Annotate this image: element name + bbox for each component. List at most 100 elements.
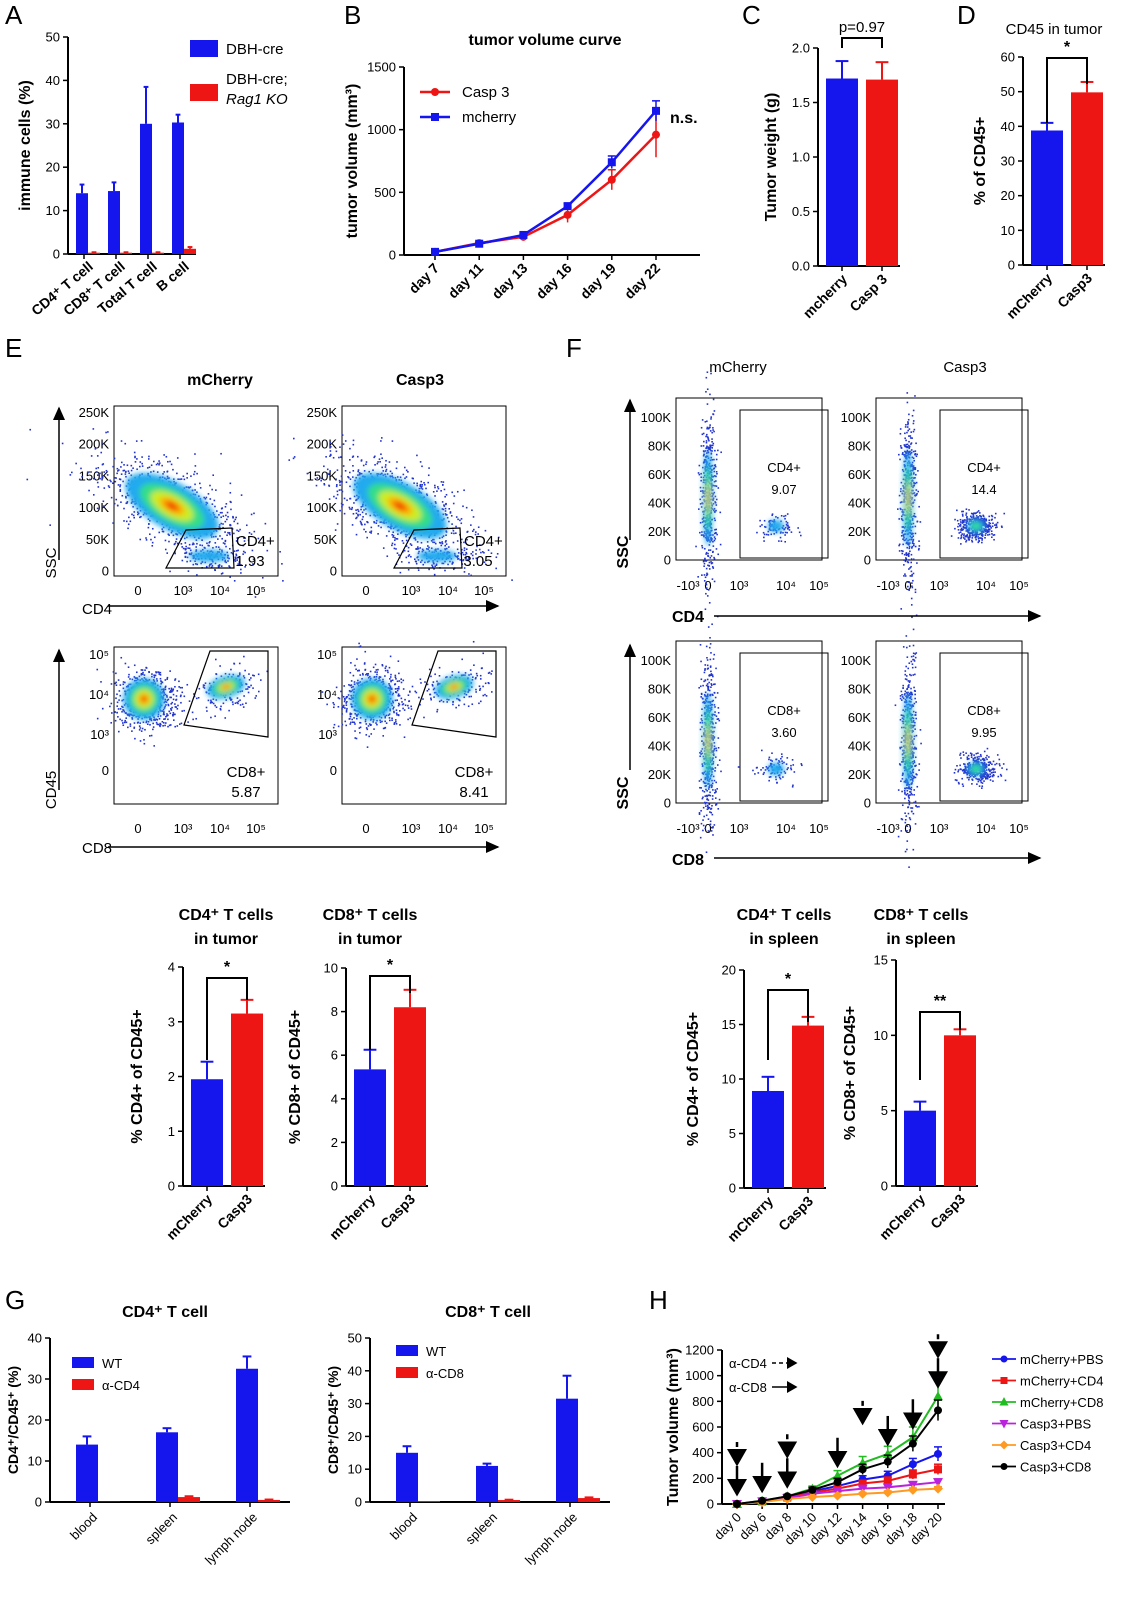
event-dot	[785, 520, 788, 523]
x-tick-label: mCherry	[1003, 270, 1055, 322]
event-dot	[432, 688, 435, 691]
event-dot	[183, 709, 185, 712]
event-dot	[207, 493, 210, 495]
event-dot	[229, 566, 231, 568]
event-dot	[466, 538, 468, 541]
event-dot	[710, 539, 712, 541]
event-dot	[711, 438, 713, 440]
event-dot	[709, 541, 711, 543]
x-tick-label: 10⁵	[474, 821, 494, 836]
event-dot	[475, 672, 478, 675]
event-dot	[128, 713, 130, 715]
y-tick-label: 20	[722, 963, 736, 978]
event-dot	[435, 502, 437, 504]
event-dot	[169, 696, 171, 699]
legend-marker	[999, 1397, 1009, 1406]
significance-bracket	[919, 1011, 961, 1080]
event-dot	[101, 707, 104, 710]
event-dot	[236, 522, 239, 525]
panel-label-d: D	[957, 0, 976, 30]
density-core	[353, 473, 447, 539]
event-dot	[122, 687, 125, 690]
event-dot	[117, 470, 119, 472]
event-dot	[357, 474, 359, 476]
event-dot	[352, 512, 355, 515]
event-dot	[409, 543, 412, 545]
y-tick-label: 15	[874, 953, 888, 968]
event-dot	[148, 671, 150, 673]
event-dot	[712, 567, 715, 569]
event-dot	[717, 553, 720, 556]
cd4-gate	[165, 527, 235, 569]
event-dot	[292, 457, 295, 460]
event-dot	[222, 542, 225, 544]
y-tick-label: 150K	[307, 468, 338, 483]
event-dot	[150, 719, 153, 722]
event-dot	[131, 513, 133, 516]
event-dot	[704, 576, 707, 579]
event-dot	[709, 424, 711, 426]
event-dot	[209, 702, 212, 704]
event-dot	[219, 548, 221, 551]
event-dot	[353, 683, 356, 686]
event-dot	[476, 674, 479, 677]
event-dot	[703, 453, 705, 456]
event-dot	[96, 481, 99, 484]
event-dot	[390, 680, 392, 683]
event-dot	[463, 703, 466, 706]
event-dot	[203, 496, 205, 499]
event-dot	[419, 547, 422, 549]
event-dot	[707, 438, 710, 440]
event-dot	[360, 459, 363, 461]
event-dot	[239, 699, 241, 702]
event-dot	[257, 673, 260, 676]
event-dot	[403, 466, 406, 469]
event-dot	[389, 676, 392, 678]
event-dot	[698, 473, 701, 476]
bar-WT-spleen	[476, 1465, 498, 1502]
event-dot	[372, 721, 375, 723]
event-dot	[452, 561, 454, 564]
event-dot	[357, 510, 360, 513]
event-dot	[350, 662, 352, 664]
event-dot	[421, 483, 424, 486]
event-dot	[168, 540, 170, 543]
event-dot	[340, 489, 343, 491]
event-dot	[710, 536, 712, 539]
event-dot	[288, 459, 291, 461]
event-dot	[215, 699, 218, 701]
event-dot	[163, 471, 166, 473]
event-dot	[485, 695, 488, 697]
event-dot	[391, 719, 393, 722]
x-tick-label: 10⁵	[246, 821, 266, 836]
event-dot	[106, 474, 109, 476]
event-dot	[335, 450, 338, 453]
event-dot	[468, 573, 470, 575]
event-dot	[225, 561, 228, 564]
y-tick-label: 8	[331, 1004, 338, 1019]
bar-Casp3	[231, 1013, 263, 1186]
event-dot	[397, 687, 400, 690]
event-dot	[716, 472, 718, 475]
x-tick-label: 0	[904, 578, 911, 593]
event-dot	[392, 531, 395, 534]
event-dot	[364, 650, 367, 653]
event-dot	[705, 574, 708, 577]
event-dot	[114, 711, 117, 713]
event-dot	[169, 570, 171, 573]
y-tick-label: 0	[35, 1495, 42, 1510]
event-dot	[180, 694, 182, 697]
event-dot	[405, 469, 408, 472]
event-dot	[210, 536, 213, 538]
event-dot	[221, 572, 224, 574]
event-dot	[471, 551, 474, 553]
event-dot	[368, 723, 371, 725]
event-dot	[353, 681, 356, 683]
event-dot	[715, 509, 717, 512]
event-dot	[707, 552, 709, 555]
event-dot	[235, 540, 238, 542]
event-dot	[258, 690, 260, 693]
event-dot	[465, 551, 467, 554]
event-dot	[906, 553, 909, 556]
